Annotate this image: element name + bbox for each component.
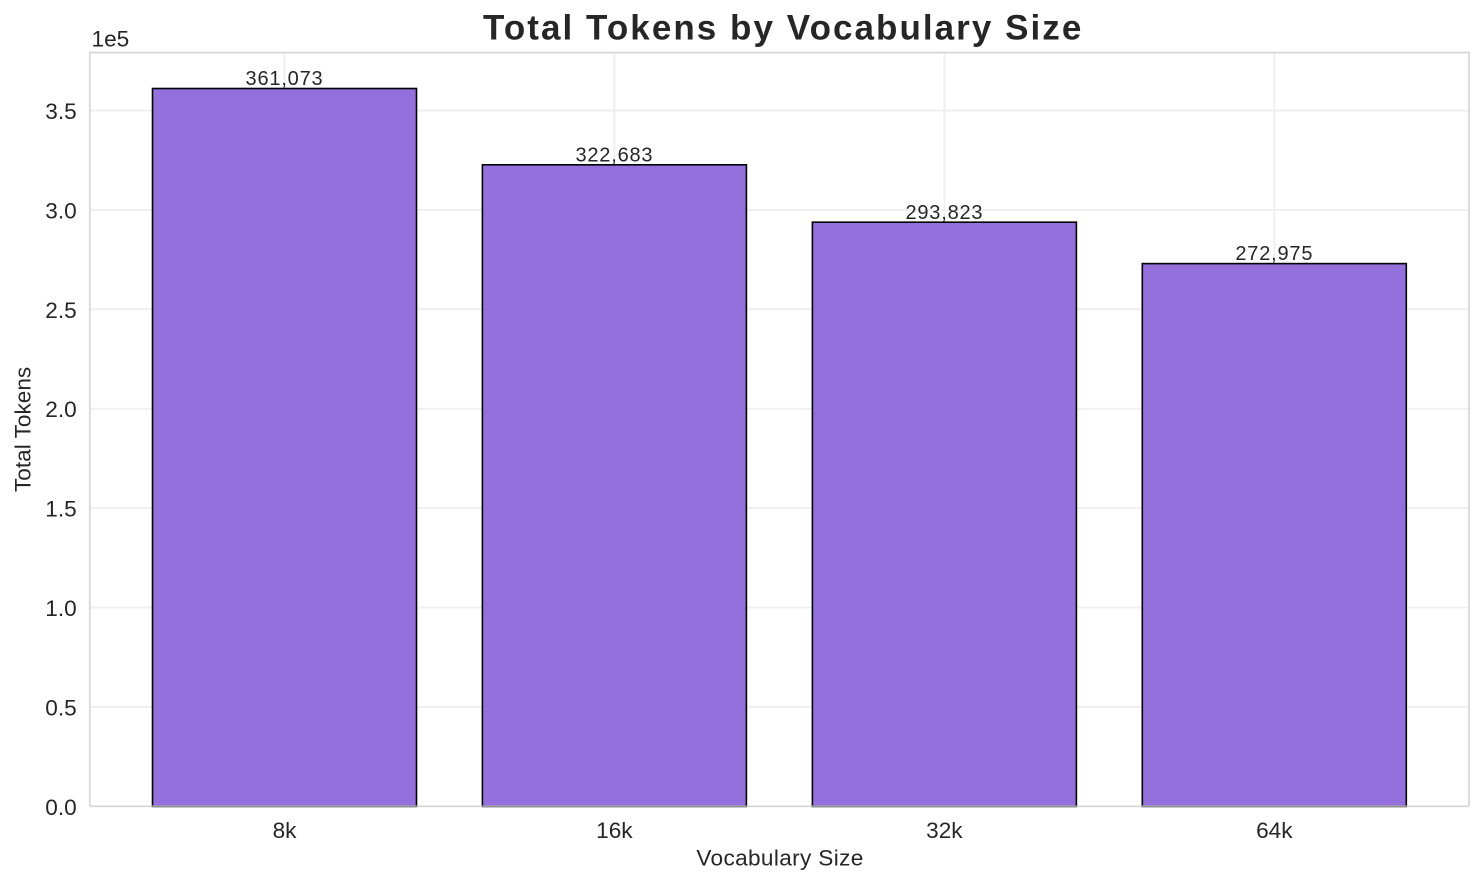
svg-text:2.5: 2.5 <box>45 298 76 323</box>
svg-text:0.0: 0.0 <box>45 795 76 820</box>
svg-text:322,683: 322,683 <box>575 144 653 166</box>
svg-text:32k: 32k <box>926 818 963 843</box>
svg-text:1e5: 1e5 <box>92 27 130 52</box>
svg-text:1.0: 1.0 <box>45 596 76 621</box>
svg-text:Total Tokens by Vocabulary Siz: Total Tokens by Vocabulary Size <box>483 8 1083 47</box>
svg-text:64k: 64k <box>1256 818 1293 843</box>
svg-text:3.5: 3.5 <box>45 99 76 124</box>
svg-text:0.5: 0.5 <box>45 695 76 720</box>
svg-text:Total Tokens: Total Tokens <box>10 367 35 492</box>
svg-text:1.5: 1.5 <box>45 497 76 522</box>
svg-text:272,975: 272,975 <box>1235 243 1313 265</box>
svg-text:Vocabulary Size: Vocabulary Size <box>696 846 863 871</box>
svg-text:2.0: 2.0 <box>45 397 76 422</box>
svg-text:293,823: 293,823 <box>905 202 983 224</box>
svg-text:8k: 8k <box>273 818 298 843</box>
svg-text:3.0: 3.0 <box>45 198 76 223</box>
svg-text:16k: 16k <box>596 818 633 843</box>
svg-text:361,073: 361,073 <box>246 68 324 90</box>
